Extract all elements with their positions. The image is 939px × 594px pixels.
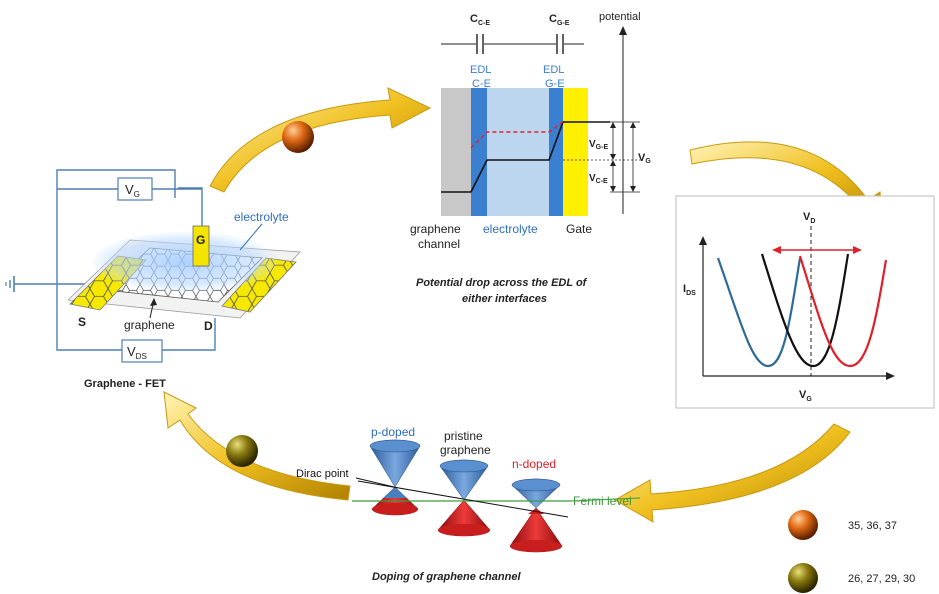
arrow-transfer-to-doping [613,423,851,523]
edl-potential-diagram: CC-E CG-E potential EDL C-E EDL G-E VG-E [410,11,651,305]
gate-electrode [192,225,210,267]
c-ge-label: CG-E [549,13,570,27]
graphene-channel-region [441,88,471,216]
legend-olive-sphere [788,563,818,593]
vds-source-box [121,339,163,363]
p-doped-cones [369,439,421,516]
pristine-label-1: pristine [444,429,483,443]
graphene-fet-diagram: VG VDS G electrolyte S D graphene Graphe… [5,169,301,390]
source-label: S [78,315,86,329]
edl-ce-label-2: C-E [472,78,491,90]
potential-profile-black [441,121,610,193]
fermi-level-label: Fermi level [573,494,632,508]
dirac-point-label: Dirac point [296,468,349,480]
v-g-bracket-label: VG [638,152,651,165]
olive-sphere-bottom [226,435,258,467]
v-ge-label: VG-E [589,139,608,151]
potential-profile-red-dashed [470,121,564,149]
transfer-plot-frame [675,195,935,409]
graphene-channel-label-1: graphene [410,222,461,236]
ids-axis-label: IDS [683,283,696,297]
pristine-cones [437,459,491,537]
transfer-curve-red [798,255,888,368]
legend-orange-sphere [788,510,818,540]
vg-wire [56,169,176,284]
graphene-channel-label-2: channel [418,237,460,251]
electrolyte-droplet [93,232,277,292]
doping-caption: Doping of graphene channel [372,571,521,583]
vds-wire [56,330,122,351]
orange-sphere-top [282,121,314,153]
transfer-curve-blue [716,257,802,368]
electrolyte-region-label: electrolyte [483,222,538,236]
v-ce-label: VC-E [589,173,608,185]
n-doped-cones [509,478,563,553]
edl-ce-region [471,88,487,216]
pristine-label-2: graphene [440,443,491,457]
edl-caption-line-2: either interfaces [462,293,547,305]
gate-label: G [196,233,205,247]
edl-ge-region [549,88,563,216]
legend-olive-refs: 26, 27, 29, 30 [848,573,915,585]
electrolyte-pointer [239,223,263,251]
edl-ge-label-1: EDL [543,64,564,76]
p-doped-label: p-doped [371,425,415,439]
gate-region [563,88,588,216]
legend-orange-refs: 35, 36, 37 [848,520,897,532]
arrow-doping-to-fet [163,391,351,501]
drain-label: D [204,319,213,333]
potential-axis-label: potential [599,11,641,23]
vg-label: VG [125,182,140,199]
ground-icon [5,276,42,292]
c-ce-label: CC-E [470,13,490,27]
vd-label: VD [803,211,815,225]
edl-ge-label-2: G-E [545,78,565,90]
fet-caption: Graphene - FET [84,378,166,390]
n-doped-label: n-doped [512,457,556,471]
vg-axis-label: VG [799,389,812,403]
edl-caption-line-1: Potential drop across the EDL of [416,277,588,289]
transfer-curve-black [760,253,850,368]
arrow-fet-to-edl [209,87,432,193]
reference-legend: 35, 36, 37 26, 27, 29, 30 [788,510,915,593]
doping-cones-diagram: Fermi level Dirac point p-doped pristine… [296,425,641,583]
gate-region-label: Gate [566,222,592,236]
electrolyte-region [487,88,549,216]
vds-label: VDS [127,344,147,361]
transfer-curve-plot: IDS VG VD [675,195,935,409]
graphene-label: graphene [124,318,175,332]
electrolyte-label: electrolyte [234,210,289,224]
edl-ce-label-1: EDL [470,64,491,76]
